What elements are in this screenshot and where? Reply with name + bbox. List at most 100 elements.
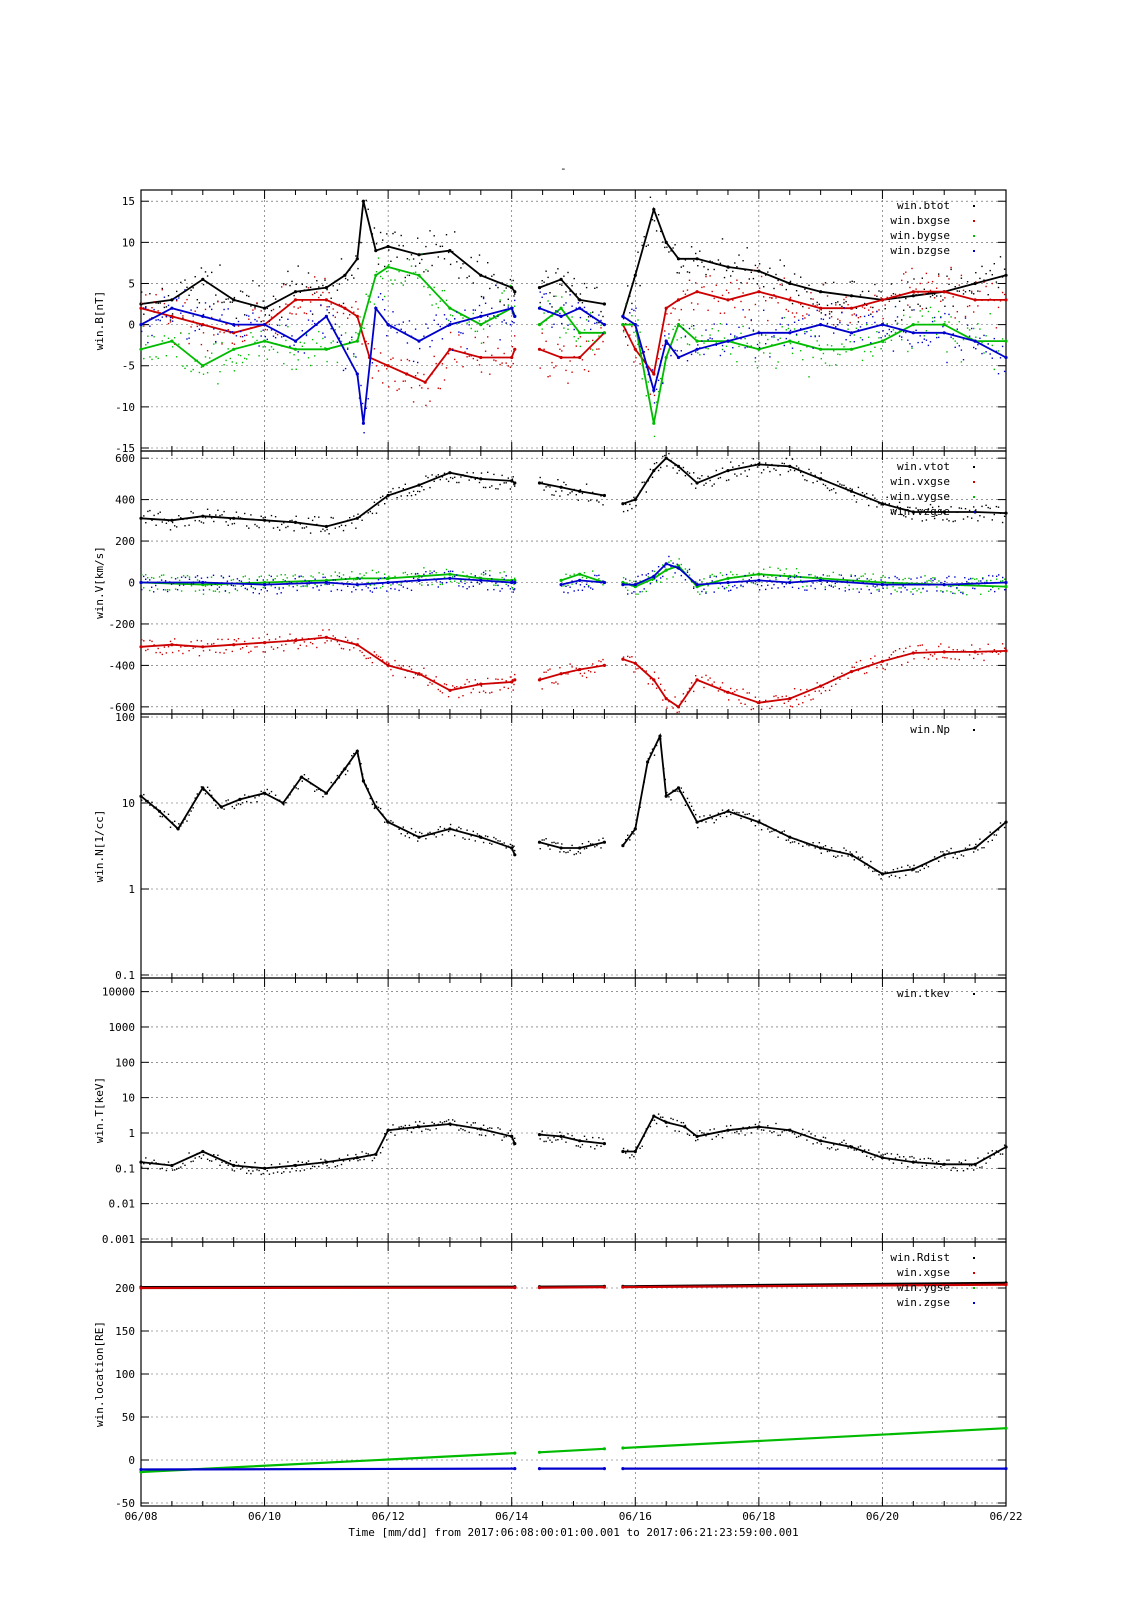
data-point	[448, 249, 452, 253]
scatter-dot	[860, 588, 862, 590]
scatter-dot	[388, 581, 390, 583]
scatter-dot	[641, 378, 643, 380]
scatter-dot	[551, 841, 553, 844]
scatter-dot	[711, 328, 713, 330]
scatter-dot	[892, 581, 894, 584]
scatter-dot	[985, 351, 987, 353]
scatter-dot	[946, 290, 948, 292]
scatter-dot	[171, 1169, 174, 1171]
scatter-dot	[281, 336, 283, 338]
scatter-dot	[948, 851, 950, 853]
scatter-dot	[398, 584, 400, 586]
scatter-dot	[384, 365, 386, 367]
scatter-dot	[984, 584, 986, 587]
scatter-dot	[686, 271, 689, 273]
scatter-dot	[491, 307, 493, 309]
scatter-dot	[744, 269, 746, 271]
scatter-dot	[276, 593, 278, 595]
scatter-dot	[728, 590, 730, 592]
scatter-dot	[750, 319, 752, 321]
scatter-dot	[165, 355, 168, 357]
scatter-dot	[398, 664, 400, 667]
scatter-dot	[583, 572, 586, 574]
figure-title: -	[560, 162, 567, 175]
scatter-dot	[373, 348, 376, 350]
scatter-dot	[651, 683, 654, 685]
scatter-dot	[417, 840, 419, 842]
data-point	[695, 481, 699, 485]
scatter-dot	[311, 643, 314, 645]
data-point	[355, 339, 359, 343]
scatter-dot	[763, 296, 765, 298]
scatter-dot	[806, 585, 808, 587]
scatter-dot	[896, 316, 899, 318]
scatter-dot	[190, 370, 192, 373]
scatter-dot	[855, 661, 858, 664]
scatter-dot	[826, 487, 829, 489]
scatter-dot	[717, 477, 720, 480]
scatter-dot	[225, 298, 227, 300]
scatter-dot	[287, 304, 289, 306]
scatter-dot	[728, 584, 730, 587]
data-point	[880, 1156, 885, 1160]
scatter-dot	[458, 481, 460, 484]
scatter-dot	[876, 870, 878, 872]
legend-marker	[973, 1272, 975, 1274]
scatter-dot	[647, 480, 649, 482]
scatter-dot	[575, 853, 577, 855]
scatter-dot	[787, 577, 790, 579]
scatter-dot	[254, 318, 256, 321]
scatter-dot	[363, 327, 365, 329]
scatter-dot	[141, 588, 143, 591]
scatter-dot	[555, 681, 557, 683]
scatter-dot	[555, 310, 557, 312]
scatter-dot	[929, 289, 932, 292]
scatter-dot	[258, 285, 260, 287]
scatter-dot	[363, 583, 365, 586]
scatter-dot	[989, 1157, 991, 1159]
scatter-dot	[966, 305, 969, 308]
scatter-dot	[462, 695, 464, 697]
scatter-dot	[756, 821, 759, 823]
scatter-dot	[470, 581, 472, 583]
scatter-dot	[419, 674, 421, 676]
scatter-dot	[260, 589, 262, 591]
scatter-dot	[167, 813, 170, 815]
scatter-dot	[219, 651, 221, 654]
scatter-dot	[555, 272, 557, 274]
scatter-dot	[855, 1149, 858, 1151]
scatter-dot	[149, 356, 151, 358]
scatter-dot	[907, 864, 909, 867]
scatter-dot	[631, 315, 633, 317]
scatter-dot	[421, 576, 423, 578]
scatter-dot	[695, 282, 697, 284]
scatter-dot	[553, 323, 555, 325]
scatter-dot	[690, 483, 693, 485]
scatter-dot	[579, 1146, 582, 1148]
scatter-dot	[190, 585, 193, 587]
scatter-dot	[482, 296, 485, 298]
scatter-dot	[631, 592, 633, 594]
scatter-dot	[715, 686, 717, 689]
scatter-dot	[1001, 276, 1004, 278]
scatter-dot	[367, 1153, 369, 1155]
scatter-dot	[511, 587, 514, 589]
scatter-dot	[512, 1142, 514, 1144]
scatter-dot	[594, 578, 596, 581]
scatter-dot	[754, 696, 757, 698]
scatter-dot	[312, 587, 314, 589]
data-point	[537, 1286, 542, 1290]
scatter-dot	[563, 304, 565, 306]
scatter-dot	[324, 1159, 326, 1161]
scatter-dot	[344, 308, 347, 310]
scatter-dot	[985, 651, 987, 653]
scatter-dot	[501, 587, 503, 590]
scatter-dot	[392, 674, 394, 677]
scatter-dot	[202, 313, 205, 316]
scatter-dot	[349, 649, 351, 651]
scatter-dot	[717, 582, 720, 584]
scatter-dot	[270, 329, 273, 331]
scatter-dot	[948, 283, 950, 285]
scatter-dot	[979, 838, 981, 840]
legend-marker	[973, 729, 975, 731]
